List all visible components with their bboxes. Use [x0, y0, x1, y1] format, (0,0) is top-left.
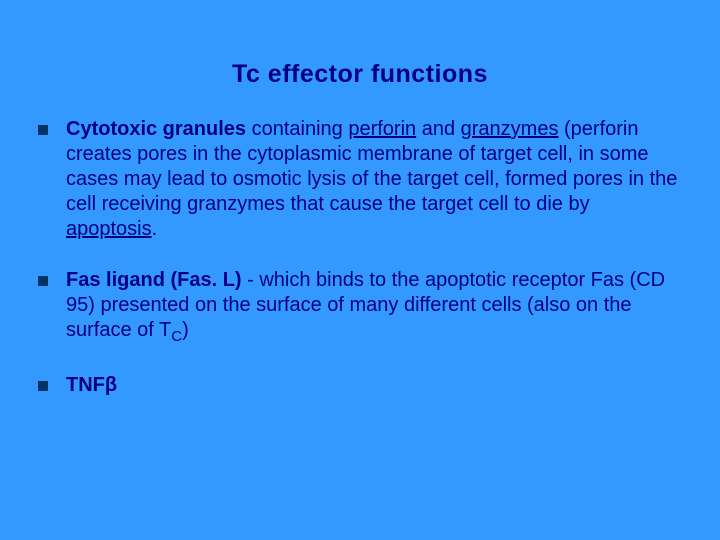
- bullet-underline: granzymes: [461, 118, 559, 140]
- bullet-item: Cytotoxic granules containing perforin a…: [36, 117, 684, 242]
- bullet-underline: perforin: [348, 118, 416, 140]
- bullet-text: TNFβ: [66, 373, 684, 398]
- bullet-square-icon: [38, 381, 48, 391]
- bullet-text: Fas ligand (Fas. L) - which binds to the…: [66, 268, 684, 347]
- slide-title: Tc effector functions: [36, 60, 684, 89]
- bullet-segment: containing: [246, 118, 348, 140]
- bullet-square-icon: [38, 125, 48, 135]
- bullet-lead: TNFβ: [66, 374, 117, 396]
- bullet-subscript: C: [171, 328, 182, 345]
- bullet-item: Fas ligand (Fas. L) - which binds to the…: [36, 268, 684, 347]
- bullet-segment: and: [416, 118, 460, 140]
- bullet-segment: ): [182, 319, 189, 341]
- bullet-underline: apoptosis: [66, 218, 152, 240]
- bullet-segment: .: [152, 218, 158, 240]
- bullet-square-icon: [38, 276, 48, 286]
- bullet-text: Cytotoxic granules containing perforin a…: [66, 117, 684, 242]
- bullet-lead: Fas ligand (Fas. L): [66, 269, 242, 291]
- slide: Tc effector functions Cytotoxic granules…: [0, 0, 720, 540]
- bullet-lead: Cytotoxic granules: [66, 118, 246, 140]
- bullet-item: TNFβ: [36, 373, 684, 398]
